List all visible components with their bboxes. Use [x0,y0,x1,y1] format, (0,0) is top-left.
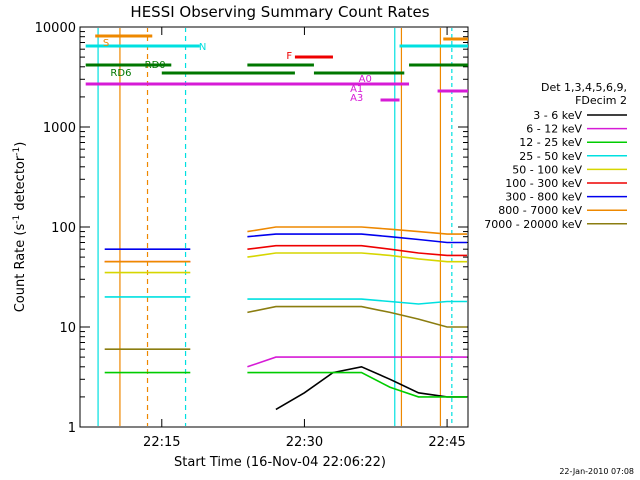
x-tick-label-0: 22:15 [143,435,180,450]
mode-transition-lines [97,28,453,426]
legend-label-1: 6 - 12 keV [526,123,582,136]
chart-title: HESSI Observing Summary Count Rates [130,3,429,21]
flag-label-a1: A1 [350,84,363,95]
flag-label-f: F [286,51,292,62]
series-line-3 [104,296,467,305]
legend-label-0: 3 - 6 keV [533,109,582,122]
legend-label-7: 800 - 7000 keV [498,204,582,217]
legend-label-2: 12 - 25 keV [519,136,582,149]
flag-label-n: N [199,42,206,53]
y-tick-label-3: 1000 [43,121,76,136]
flag-label-s: S [103,38,109,49]
footer-date: 22-Jan-2010 07:08 [559,467,634,476]
series-lines [104,226,467,411]
series-line-4 [104,252,467,274]
y-axis-label: Count Rate (s-1 detector-1) [12,142,28,313]
series-line-2 [104,371,467,398]
y-axis-label-sup1: -1 [12,215,22,224]
legend-label-4: 50 - 100 keV [512,163,582,176]
y-tick-label-2: 100 [51,221,76,236]
legend-header-2: FDecim 2 [575,94,627,107]
x-tick-labels: 22:15 22:30 22:45 [143,435,466,450]
flag-label-rd6: RD6 [110,68,131,79]
y-tick-label-1: 10 [59,321,76,336]
x-tick-label-2: 22:45 [428,435,465,450]
legend-label-8: 7000 - 20000 keV [484,218,582,231]
series-line-7 [104,226,467,263]
y-tick-label-0: 1 [68,421,76,436]
x-tick-label-1: 22:30 [286,435,323,450]
flag-label-a3: A3 [350,93,363,104]
legend-label-5: 100 - 300 keV [505,177,582,190]
legend-label-6: 300 - 800 keV [505,191,582,204]
flag-label-rd0: RD0 [145,60,166,71]
legend-header-1: Det 1,3,4,5,6,9, [541,81,627,94]
series-line-6 [104,233,467,250]
y-axis-label-sup2: -1 [12,147,22,156]
y-tick-label-4: 10000 [35,21,76,36]
legend-label-3: 25 - 50 keV [519,150,582,163]
y-tick-labels: 1 10 100 1000 10000 [35,21,76,436]
y-axis-label-mid: detector [13,155,28,215]
series-line-1 [247,356,467,368]
y-axis-label-end: ) [13,142,28,147]
flag-label-a0: A0 [359,74,372,85]
series-line-8 [104,305,467,350]
x-axis-label: Start Time (16-Nov-04 22:06:22) [174,455,386,470]
